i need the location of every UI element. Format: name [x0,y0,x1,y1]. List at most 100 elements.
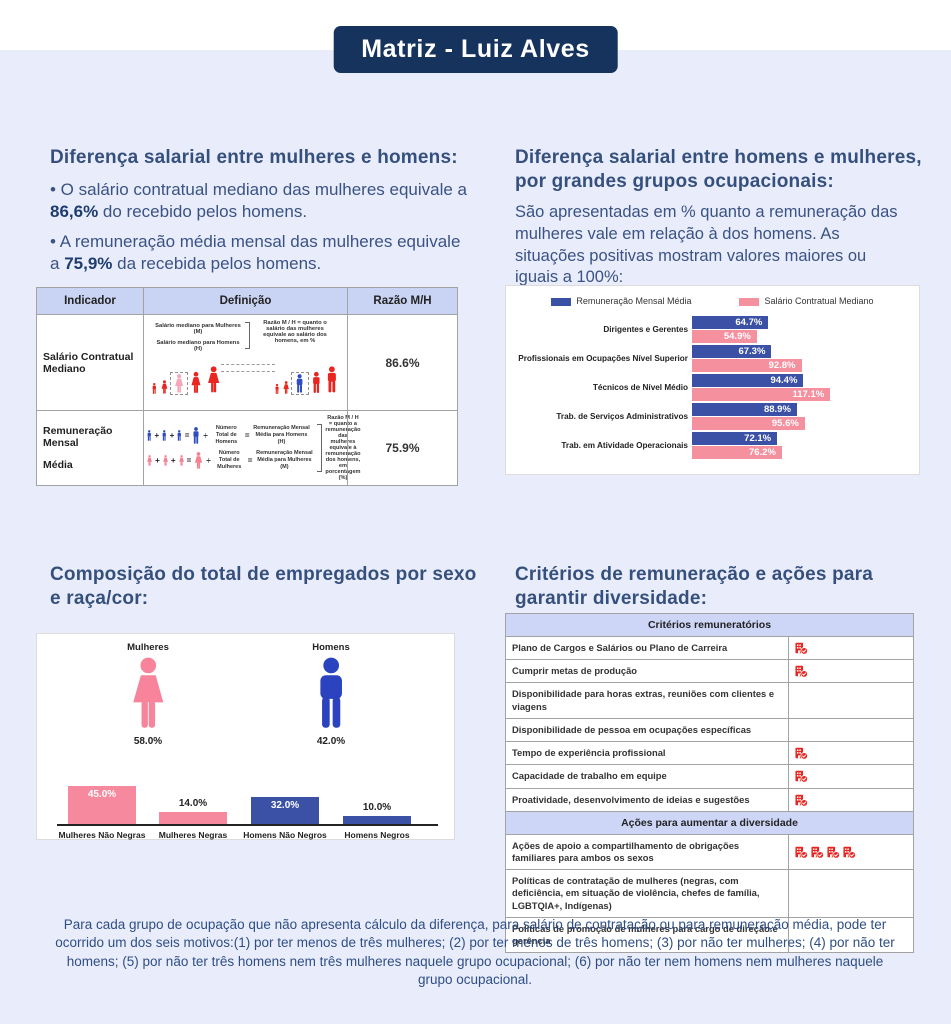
page-title: Matriz - Luiz Alves [333,26,618,73]
people-pictogram-strip [147,355,344,395]
man-icon [152,383,156,394]
bracket-shape [245,322,250,349]
indicator-table: Indicador Definição Razão M/H Salário Co… [36,287,458,486]
criteria-label: Capacidade de trabalho em equipe [506,765,789,788]
bar: 88.9% [692,402,797,416]
woman-icon [174,374,183,393]
category-label: Trab. de Serviços Administrativos [556,411,688,421]
woman-icon [207,366,219,393]
criteria-label: Cumprir metas de produção [506,660,789,683]
woman-icon [147,454,152,466]
formula-result: Remuneração Mensal Média para Homens (H) [253,425,310,446]
man-icon [177,430,182,441]
criteria-row: Políticas de promoção de mulheres para c… [506,916,913,953]
operator: + [154,431,160,441]
criteria-label: Políticas de promoção de mulheres para c… [506,917,789,953]
category-label: Mulheres Não Negras [58,830,146,840]
bullet-text: do recebido pelos homens. [98,202,308,222]
man-icon [320,657,342,728]
woman-icon [132,657,164,728]
bullet-text: da recebida pelos homens. [112,254,322,274]
bullet-value: 86,6% [50,202,99,222]
bar-value-label: 10.0% [362,801,392,813]
bar-value-label: 88.9% [763,403,791,415]
salary-gap-bullet-1: • O salário contratual mediano das mulhe… [50,179,470,224]
men-average-formula: + + = ÷ Número Total de Homens = Remuneração M… [146,425,314,446]
bar-value-label: 92.8% [768,359,796,371]
bar [159,812,227,824]
criteria-label: Políticas de contratação de mulheres (ne… [506,870,789,917]
criteria-company-icons [789,742,913,764]
criteria-section-header-remuneratorios: Critérios remuneratórios [506,614,913,636]
woman-icon [103,657,193,729]
operator: + [169,431,175,441]
indicator-table-header-razao: Razão M/H [347,288,457,314]
chart-category-group: Trab. em Atividade Operacionais 72.1% 76.2… [506,431,919,460]
indicator-row2-definition: + + = ÷ Número Total de Homens = Remuneração M… [143,410,361,485]
category-label: Dirigentes e Gerentes [603,324,688,334]
bullet-text: • O salário contratual mediano das mulhe… [50,180,468,199]
chart-category-group: Trab. de Serviços Administrativos 88.9% 95… [506,402,919,431]
building-check-icon [843,846,856,859]
x-axis-line [57,824,438,826]
building-check-icon [795,747,808,760]
criteria-label: Plano de Cargos e Salários ou Plano de C… [506,637,789,660]
indicator-name: Média [43,459,73,471]
bar: 76.2% [692,445,782,459]
occupation-chart: Remuneração Mensal Média Salário Contrat… [505,285,920,475]
bar: 64.7% [692,315,769,329]
building-check-icon [811,846,824,859]
bar-value-label: 94.4% [770,374,798,386]
legend-item-salario: Salário Contratual Mediano [739,296,874,306]
occupation-heading: Diferença salarial entre homens e mulher… [515,147,922,193]
criteria-company-icons [789,870,913,917]
bar [68,785,136,824]
building-check-icon [795,666,808,679]
criteria-table: Critérios remuneratórios Plano de Cargos… [505,613,914,954]
category-label: Técnicos de Nível Médio [592,382,688,392]
indicator-name: Salário Contratual Mediano [43,350,134,375]
operator: + [170,455,176,465]
operator: + [155,455,160,465]
indicator-row1-ratio: 86.6% [347,314,457,410]
composition-chart: Mulheres 58.0% Homens 42.0% 45.0% Mulhere… [36,633,455,840]
criteria-label: Ações de apoio a compartilhamento de obr… [506,834,789,870]
operator: = [186,455,192,465]
indicator-table-header-definicao: Definição [143,288,347,314]
woman-icon [191,371,201,393]
man-icon [312,371,320,393]
criteria-row: Cumprir metas de produção [506,659,913,683]
occupation-description: São apresentadas em % quanto a remuneraç… [515,203,898,287]
salary-gap-bullet-2: • A remuneração média mensal das mulhere… [50,231,470,276]
chart-category-group: Técnicos de Nível Médio 94.4% 117.1% [506,373,919,402]
indicator-table-header-indicador: Indicador [37,288,143,314]
definition-line: Salário mediano para Mulheres (M) [155,323,241,335]
criteria-company-icons [789,765,913,787]
definition-note: Razão M / H = quanto o salário das mulhe… [263,320,327,344]
criteria-row: Tempo de experiência profissional [506,741,913,765]
indicator-row2-ratio: 75.9% [347,410,457,485]
criteria-company-icons [789,637,913,659]
bar: 72.1% [692,431,778,445]
dashed-connector [221,355,275,395]
bar [343,815,411,824]
bar-value-label: 72.1% [744,432,772,444]
chart-category-group: Profissionais em Ocupações Nível Superio… [506,344,919,373]
legend-label: Salário Contratual Mediano [764,296,874,306]
woman-icon [283,381,289,394]
bar: 94.4% [692,373,804,387]
bar-value-label: 54.9% [723,330,751,342]
highlight-dashed-box [169,372,188,395]
legend-swatch-blue [551,297,572,306]
building-check-icon [795,771,808,784]
man-icon [147,430,151,441]
criteria-label: Proatividade, desenvolvimento de ideias … [506,788,789,811]
bar-value-label: 45.0% [87,788,117,800]
criteria-company-icons [789,719,913,741]
criteria-company-icons [789,683,913,717]
bar: 67.3% [692,344,772,358]
highlight-dashed-box [291,372,309,395]
building-check-icon [795,846,808,859]
woman-icon [163,454,168,466]
building-check-icon [795,794,808,807]
